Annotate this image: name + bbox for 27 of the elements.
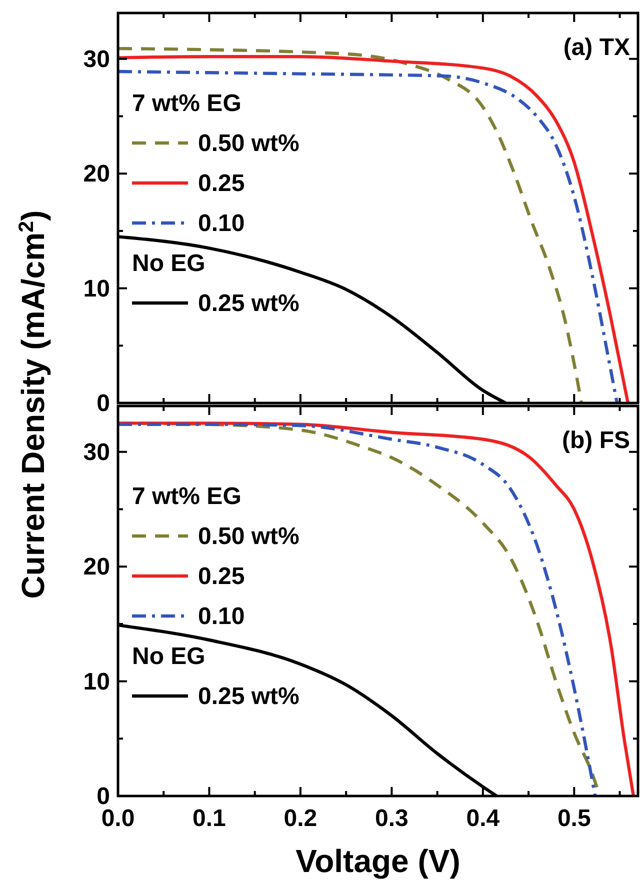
x-tick-label: 0.3 (374, 805, 408, 832)
x-tick-label: 0.5 (557, 805, 591, 832)
y-tick-label: 20 (83, 554, 110, 581)
text: (b) FS (562, 427, 630, 454)
legend-label: 0.25 (198, 170, 245, 197)
legend-label: 0.25 wt% (198, 683, 300, 710)
y-tick-label: 0 (96, 390, 110, 417)
text: (a) TX (563, 34, 630, 61)
legend-label: 0.50 wt% (198, 130, 300, 157)
x-tick-label: 0.2 (284, 805, 318, 832)
legend-title: 7 wt% EG (132, 483, 242, 510)
legend-label: 0.25 wt% (198, 290, 300, 317)
x-axis-title: Voltage (V) (296, 843, 460, 879)
annotation: No EG (132, 250, 206, 277)
y-tick-label: 30 (83, 438, 110, 466)
legend-label: 0.25 (198, 563, 245, 590)
x-tick-label: 0.1 (192, 805, 226, 832)
y-tick-label: 20 (83, 160, 110, 188)
legend-label: 0.10 (198, 603, 245, 630)
legend-label: 0.10 (198, 210, 245, 237)
y-tick-label: 10 (83, 275, 110, 302)
x-tick-label: 0.4 (466, 805, 500, 832)
legend-label: 0.50 wt% (198, 523, 300, 550)
annotation: No EG (132, 643, 206, 670)
legend-title: 7 wt% EG (132, 90, 242, 117)
y-tick-label: 30 (83, 46, 110, 73)
y-tick-label: 10 (83, 668, 110, 696)
